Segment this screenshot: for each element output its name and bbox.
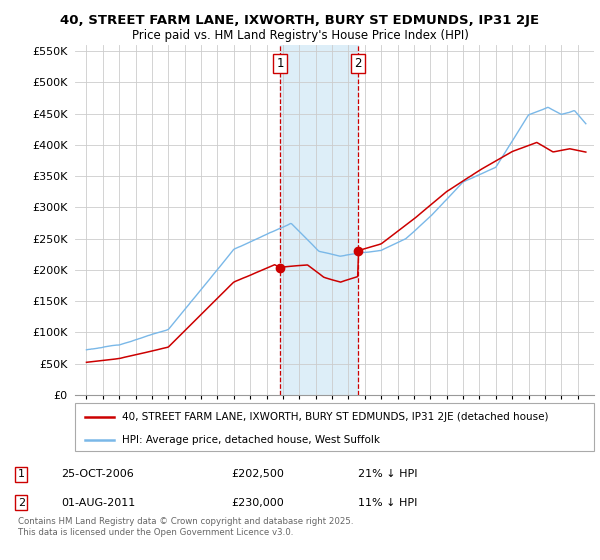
Text: 01-AUG-2011: 01-AUG-2011 [61,498,135,507]
Bar [280,45,358,395]
Text: 1: 1 [276,57,284,70]
Text: 11% ↓ HPI: 11% ↓ HPI [358,498,417,507]
Text: 25-OCT-2006: 25-OCT-2006 [61,469,134,479]
Text: 2: 2 [18,498,25,507]
Text: HPI: Average price, detached house, West Suffolk: HPI: Average price, detached house, West… [122,435,380,445]
FancyBboxPatch shape [75,403,594,451]
Text: £230,000: £230,000 [231,498,284,507]
Text: Price paid vs. HM Land Registry's House Price Index (HPI): Price paid vs. HM Land Registry's House … [131,29,469,42]
Text: 40, STREET FARM LANE, IXWORTH, BURY ST EDMUNDS, IP31 2JE: 40, STREET FARM LANE, IXWORTH, BURY ST E… [61,14,539,27]
Text: 40, STREET FARM LANE, IXWORTH, BURY ST EDMUNDS, IP31 2JE (detached house): 40, STREET FARM LANE, IXWORTH, BURY ST E… [122,412,548,422]
Text: £202,500: £202,500 [231,469,284,479]
Text: Contains HM Land Registry data © Crown copyright and database right 2025.
This d: Contains HM Land Registry data © Crown c… [18,517,353,536]
Text: 1: 1 [18,469,25,479]
Text: 21% ↓ HPI: 21% ↓ HPI [358,469,417,479]
Text: 2: 2 [354,57,362,70]
